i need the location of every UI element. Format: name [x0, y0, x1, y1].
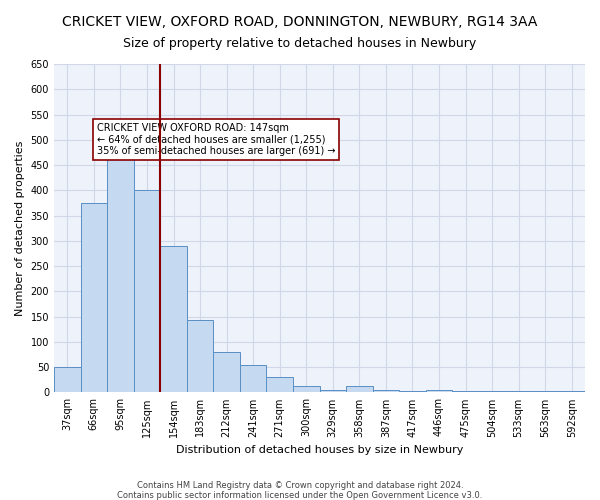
Bar [54, 367, 80, 392]
Bar [266, 378, 293, 392]
Bar [134, 190, 160, 392]
Bar [452, 391, 479, 392]
Text: CRICKET VIEW OXFORD ROAD: 147sqm
← 64% of detached houses are smaller (1,255)
35: CRICKET VIEW OXFORD ROAD: 147sqm ← 64% o… [97, 123, 335, 156]
Bar [187, 320, 214, 392]
Bar [320, 390, 346, 392]
Bar [532, 391, 559, 392]
Bar [214, 352, 240, 393]
Bar [426, 390, 452, 392]
X-axis label: Distribution of detached houses by size in Newbury: Distribution of detached houses by size … [176, 445, 463, 455]
Bar [479, 391, 505, 392]
Text: CRICKET VIEW, OXFORD ROAD, DONNINGTON, NEWBURY, RG14 3AA: CRICKET VIEW, OXFORD ROAD, DONNINGTON, N… [62, 15, 538, 29]
Bar [240, 364, 266, 392]
Y-axis label: Number of detached properties: Number of detached properties [15, 140, 25, 316]
Text: Contains public sector information licensed under the Open Government Licence v3: Contains public sector information licen… [118, 491, 482, 500]
Bar [293, 386, 320, 392]
Bar [80, 203, 107, 392]
Bar [373, 390, 399, 392]
Bar [559, 391, 585, 392]
Bar [160, 246, 187, 392]
Bar [346, 386, 373, 392]
Bar [107, 130, 134, 392]
Bar [399, 391, 426, 392]
Bar [505, 391, 532, 392]
Text: Size of property relative to detached houses in Newbury: Size of property relative to detached ho… [124, 38, 476, 51]
Text: Contains HM Land Registry data © Crown copyright and database right 2024.: Contains HM Land Registry data © Crown c… [137, 481, 463, 490]
